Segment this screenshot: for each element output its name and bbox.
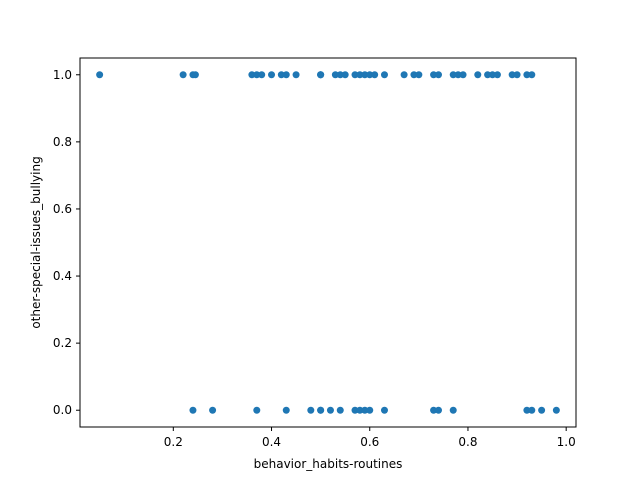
data-point	[415, 71, 423, 79]
data-point	[484, 71, 492, 79]
y-tick-label: 0.8	[53, 135, 72, 149]
data-point	[331, 71, 339, 79]
data-point	[489, 71, 497, 79]
data-point	[179, 71, 187, 79]
data-points	[96, 71, 560, 414]
data-point	[356, 71, 364, 79]
data-point	[434, 71, 442, 79]
data-point	[191, 71, 199, 79]
x-tick-label: 1.0	[557, 435, 576, 449]
data-point	[508, 71, 516, 79]
y-tick-label: 0.2	[53, 336, 72, 350]
data-point	[96, 71, 104, 79]
data-point	[356, 406, 364, 414]
data-point	[366, 71, 374, 79]
data-point	[449, 406, 457, 414]
data-point	[434, 406, 442, 414]
x-axis-label: behavior_habits-routines	[254, 457, 403, 471]
data-point	[253, 406, 261, 414]
data-point	[410, 71, 418, 79]
y-axis-label: other-special-issues_bullying	[29, 156, 43, 328]
data-point	[282, 406, 290, 414]
data-point	[277, 71, 285, 79]
data-point	[371, 71, 379, 79]
data-point	[361, 406, 369, 414]
data-point	[282, 71, 290, 79]
data-point	[268, 71, 276, 79]
data-point	[474, 71, 482, 79]
data-point	[326, 406, 334, 414]
y-axis-ticks: 0.0 0.2 0.4 0.6 0.8 1.0	[53, 68, 80, 417]
data-point	[454, 71, 462, 79]
data-point	[307, 406, 315, 414]
data-point	[336, 406, 344, 414]
x-tick-label: 0.4	[262, 435, 281, 449]
plot-area-frame	[79, 57, 577, 428]
y-tick-label: 0.0	[53, 403, 72, 417]
data-point	[528, 406, 536, 414]
data-point	[400, 71, 408, 79]
x-tick-label: 0.8	[458, 435, 477, 449]
data-point	[523, 406, 531, 414]
data-point	[380, 71, 388, 79]
y-tick-label: 0.6	[53, 202, 72, 216]
data-point	[528, 71, 536, 79]
data-point	[258, 71, 266, 79]
data-point	[493, 71, 501, 79]
data-point	[341, 71, 349, 79]
x-axis-ticks: 0.2 0.4 0.6 0.8 1.0	[164, 427, 576, 449]
data-point	[253, 71, 261, 79]
data-point	[366, 406, 374, 414]
data-point	[292, 71, 300, 79]
data-point	[538, 406, 546, 414]
data-point	[336, 71, 344, 79]
data-point	[523, 71, 531, 79]
data-point	[430, 71, 438, 79]
data-point	[552, 406, 560, 414]
y-tick-label: 1.0	[53, 68, 72, 82]
x-tick-label: 0.2	[164, 435, 183, 449]
data-point	[513, 71, 521, 79]
data-point	[317, 71, 325, 79]
data-point	[351, 71, 359, 79]
data-point	[248, 71, 256, 79]
data-point	[351, 406, 359, 414]
data-point	[380, 406, 388, 414]
data-point	[430, 406, 438, 414]
data-point	[209, 406, 217, 414]
data-point	[189, 406, 197, 414]
x-tick-label: 0.6	[360, 435, 379, 449]
data-point	[459, 71, 467, 79]
data-point	[361, 71, 369, 79]
y-tick-label: 0.4	[53, 269, 72, 283]
data-point	[449, 71, 457, 79]
data-point	[317, 406, 325, 414]
